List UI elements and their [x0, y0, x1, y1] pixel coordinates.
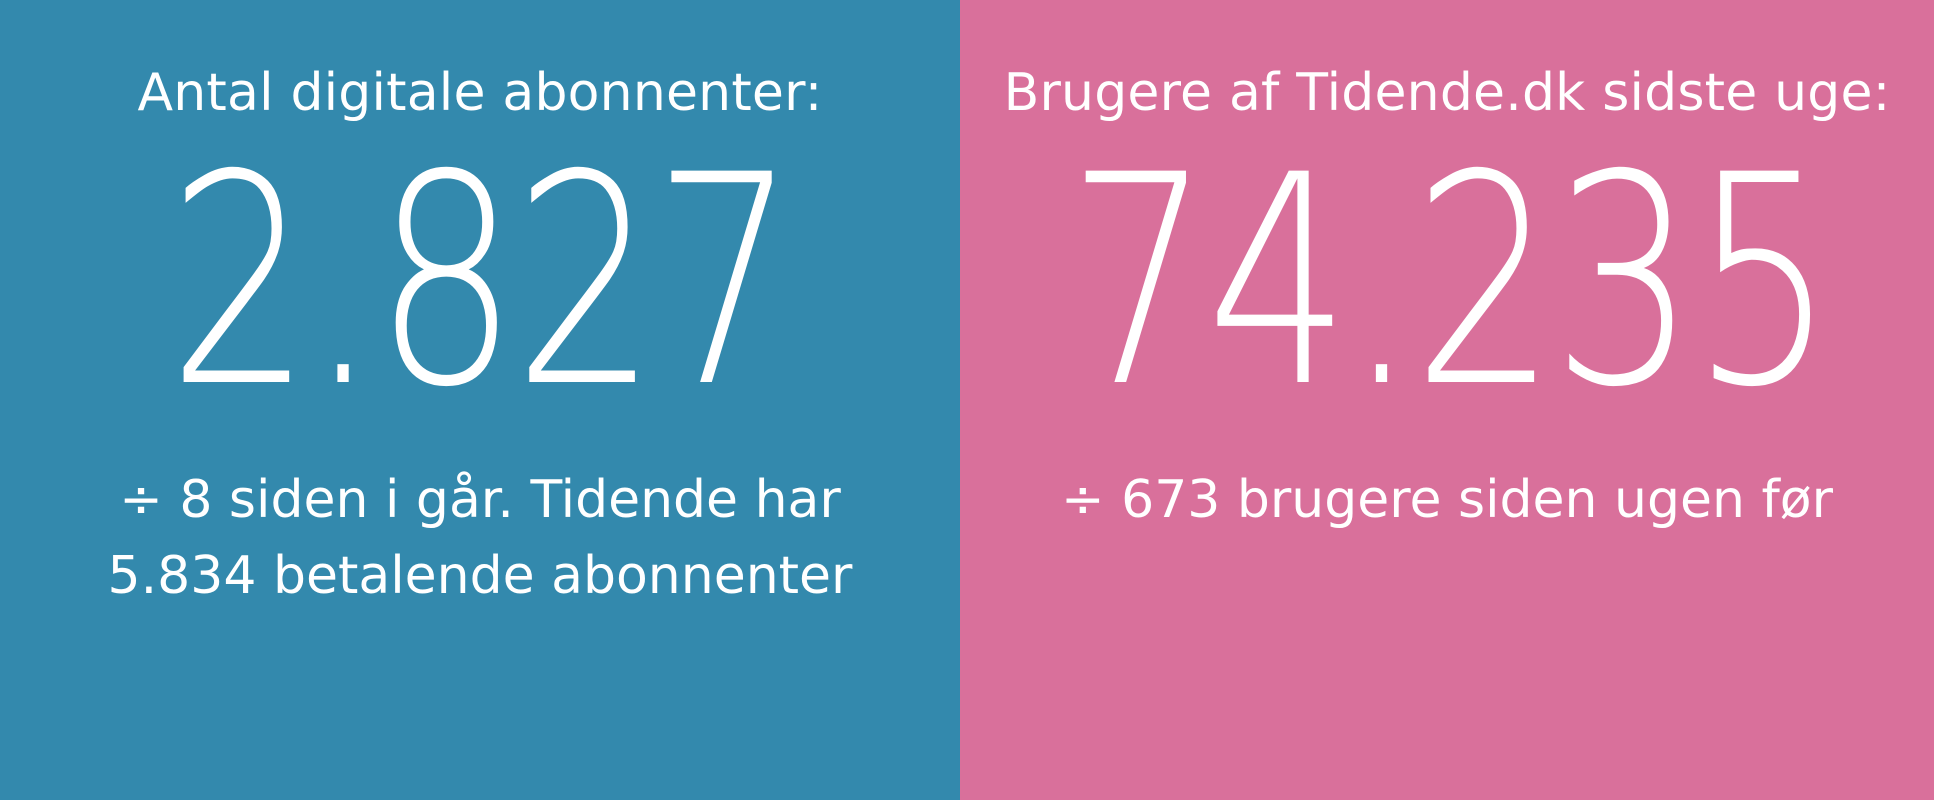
subscribers-count: 2.827	[167, 114, 797, 451]
weekly-users-count: 74.235	[1067, 114, 1835, 451]
subscribers-panel: Antal digitale abonnenter: 2.827 ÷ 8 sid…	[0, 0, 960, 800]
weekly-users-change-text: ÷ 673 brugere siden ugen før	[1061, 470, 1833, 530]
weekly-users-panel: Brugere af Tidende.dk sidste uge: 74.235…	[960, 0, 1934, 800]
subscribers-detail: ÷ 8 siden i går. Tidende har 5.834 betal…	[0, 462, 960, 614]
paying-subscribers-text: 5.834 betalende abonnenter	[107, 546, 853, 606]
weekly-users-detail: ÷ 673 brugere siden ugen før	[960, 462, 1934, 538]
subscribers-change-text: ÷ 8 siden i går. Tidende har	[119, 470, 841, 530]
weekly-users-heading: Brugere af Tidende.dk sidste uge:	[1003, 63, 1891, 123]
subscribers-heading: Antal digitale abonnenter:	[137, 63, 823, 123]
